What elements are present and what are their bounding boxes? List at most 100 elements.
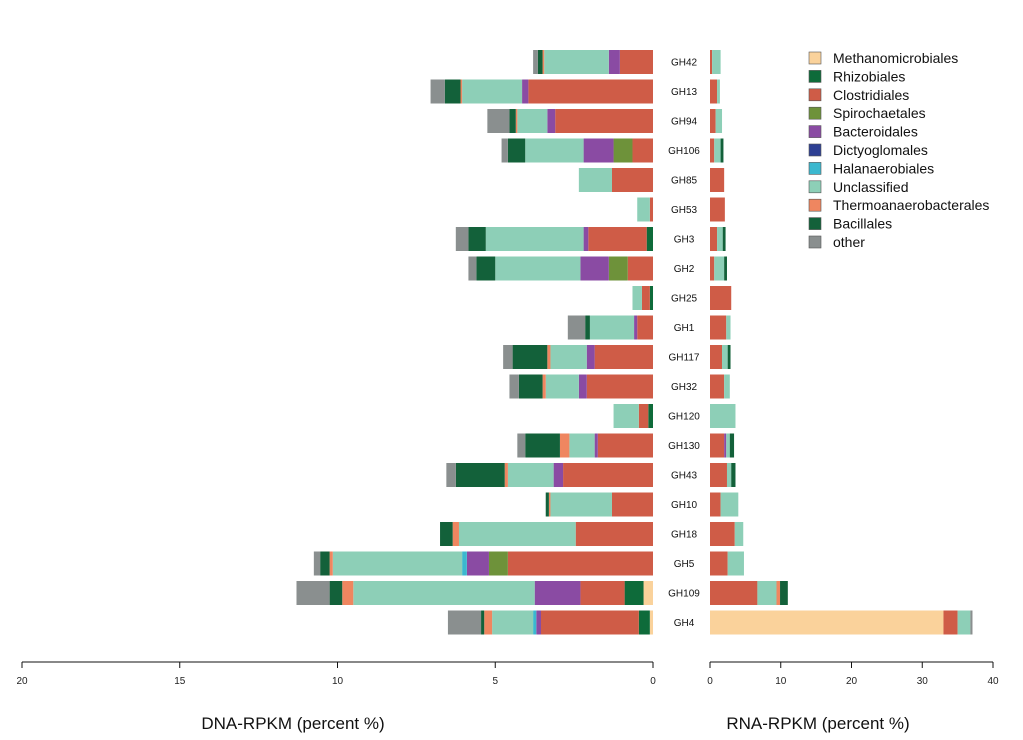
- rna-bar-gh106-clostridiales: [710, 138, 715, 163]
- category-label-gh53: GH53: [671, 205, 698, 216]
- rna-bar-gh4-clostridiales: [943, 610, 958, 635]
- dna-bar-gh3-clostridiales: [588, 227, 647, 251]
- dna-bar-gh117-bacillales: [512, 345, 548, 369]
- rna-tick-label-30: 30: [917, 676, 929, 687]
- rna-bar-gh120-unclassified: [710, 404, 736, 428]
- dna-bar-gh32-thermoanaerobacterales: [542, 374, 546, 399]
- dna-bar-gh117-other: [503, 345, 513, 369]
- rna-bar-gh4-unclassified: [957, 610, 971, 635]
- dna-bar-gh109-unclassified: [353, 581, 535, 605]
- dna-bar-gh4-halanaerobiales: [533, 610, 537, 635]
- dna-bar-gh130-other: [517, 433, 526, 458]
- dna-bar-gh4-methanomicrobiales: [649, 610, 654, 635]
- dna-bar-gh4-bacteroidales: [536, 610, 541, 635]
- dna-tick-label-0: 0: [650, 676, 656, 687]
- rna-bar-gh10-clostridiales: [710, 492, 721, 517]
- category-label-gh117: GH117: [669, 353, 700, 364]
- dna-bar-gh25-unclassified: [632, 286, 642, 310]
- dna-bar-gh10-unclassified: [550, 492, 612, 517]
- dna-bar-gh32-other: [509, 374, 519, 399]
- dna-bar-gh5-halanaerobiales: [462, 551, 467, 576]
- legend-swatch-methanomicrobiales: [808, 51, 822, 65]
- legend-label-other: other: [833, 234, 865, 250]
- dna-bar-gh53-unclassified: [637, 197, 650, 222]
- category-label-gh25: GH25: [671, 294, 698, 305]
- dna-axis-title: DNA-RPKM (percent %): [201, 714, 384, 733]
- rna-bar-gh5-unclassified: [727, 551, 744, 576]
- dna-bar-gh94-bacillales: [509, 109, 516, 133]
- dna-bar-gh120-unclassified: [613, 404, 639, 428]
- dna-bar-gh2-bacillales: [476, 256, 496, 281]
- dna-bar-gh4-clostridiales: [541, 610, 639, 635]
- category-label-gh120: GH120: [668, 412, 700, 423]
- dna-bar-gh5-bacillales: [320, 551, 330, 576]
- rna-bar-gh130-unclassified: [726, 433, 730, 458]
- rna-bar-gh1-unclassified: [726, 315, 731, 340]
- dna-bar-gh106-bacteroidales: [583, 138, 614, 163]
- dna-bar-gh3-other: [455, 227, 469, 251]
- dna-bar-gh13-thermoanaerobacterales: [460, 79, 463, 104]
- dna-bar-gh42-thermoanaerobacterales: [542, 50, 545, 74]
- dna-bar-gh117-clostridiales: [594, 345, 653, 369]
- rna-bar-gh32-unclassified: [724, 374, 730, 399]
- rna-bar-gh42-unclassified: [712, 50, 721, 74]
- dna-bar-gh4-rhizobiales: [638, 610, 650, 635]
- dna-bar-gh1-clostridiales: [637, 315, 654, 340]
- dna-tick-label-20: 20: [16, 676, 28, 687]
- dna-bar-gh18-bacillales: [440, 522, 453, 546]
- dna-bar-gh109-thermoanaerobacterales: [342, 581, 354, 605]
- rna-bar-gh4-other: [970, 610, 973, 635]
- legend-swatch-dictyoglomales: [808, 143, 822, 157]
- rna-bar-gh5-clostridiales: [710, 551, 728, 576]
- rna-bar-gh3-bacillales: [722, 227, 726, 251]
- rna-bar-gh18-unclassified: [734, 522, 744, 546]
- dna-bar-gh3-rhizobiales: [646, 227, 653, 251]
- dna-bar-gh13-bacteroidales: [522, 79, 529, 104]
- legend-swatch-spirochaetales: [808, 106, 822, 120]
- rna-tick-label-40: 40: [987, 676, 999, 687]
- category-label-gh130: GH130: [668, 441, 700, 452]
- dna-bar-gh109-other: [296, 581, 330, 605]
- rna-bar-gh13-clostridiales: [710, 79, 718, 104]
- category-labels: GH42 GH13 GH94 GH106 GH85 GH53 GH3 GH2 GH25 GH1 GH…: [668, 58, 700, 630]
- legend-swatch-bacillales: [808, 217, 822, 230]
- dna-bar-gh94-bacteroidales: [547, 109, 556, 133]
- rna-bar-gh1-clostridiales: [710, 315, 727, 340]
- category-label-gh4: GH4: [674, 618, 695, 629]
- dna-bar-gh106-other: [501, 138, 508, 163]
- legend-label-rhizobiales: Rhizobiales: [833, 68, 905, 84]
- dna-bar-gh5-spirochaetales: [488, 551, 508, 576]
- legend: Methanomicrobiales Rhizobiales Clostridial…: [808, 50, 989, 250]
- rna-bar-gh2-clostridiales: [710, 256, 715, 281]
- dna-bar-gh4-thermoanaerobacterales: [484, 610, 493, 635]
- legend-swatch-thermoanaerobacterales: [808, 198, 822, 212]
- legend-label-bacillales: Bacillales: [833, 216, 892, 232]
- dna-bar-gh109-rhizobiales: [624, 581, 644, 605]
- category-label-gh2: GH2: [674, 264, 695, 275]
- rna-bar-gh109-bacillales: [780, 581, 788, 605]
- legend-swatch-bacteroidales: [808, 125, 822, 138]
- dna-bar-gh5-bacteroidales: [466, 551, 489, 576]
- rna-bar-gh43-clostridiales: [710, 463, 727, 487]
- rna-bar-gh106-unclassified: [714, 138, 721, 163]
- rna-bar-gh2-unclassified: [714, 256, 725, 281]
- rna-bar-gh117-unclassified: [722, 345, 728, 369]
- dna-bar-gh32-clostridiales: [586, 374, 654, 399]
- dna-bar-gh94-clostridiales: [555, 109, 653, 133]
- category-label-gh42: GH42: [671, 58, 698, 69]
- rna-bar-gh18-clostridiales: [710, 522, 735, 546]
- category-label-gh85: GH85: [671, 176, 698, 187]
- dna-bar-gh1-unclassified: [589, 315, 635, 340]
- legend-label-halanaerobiales: Halanaerobiales: [833, 160, 934, 176]
- rna-bar-gh130-clostridiales: [710, 433, 725, 458]
- dna-bar-gh10-clostridiales: [611, 492, 654, 517]
- rna-tick-label-20: 20: [846, 676, 858, 687]
- rna-bar-gh25-clostridiales: [710, 286, 732, 310]
- rna-bar-gh10-unclassified: [720, 492, 739, 517]
- rna-bar-gh32-clostridiales: [710, 374, 725, 399]
- dna-bar-gh18-clostridiales: [575, 522, 653, 546]
- dna-bar-gh109-bacillales: [329, 581, 343, 605]
- dna-bar-gh130-thermoanaerobacterales: [559, 433, 570, 458]
- dna-bar-gh130-bacillales: [525, 433, 560, 458]
